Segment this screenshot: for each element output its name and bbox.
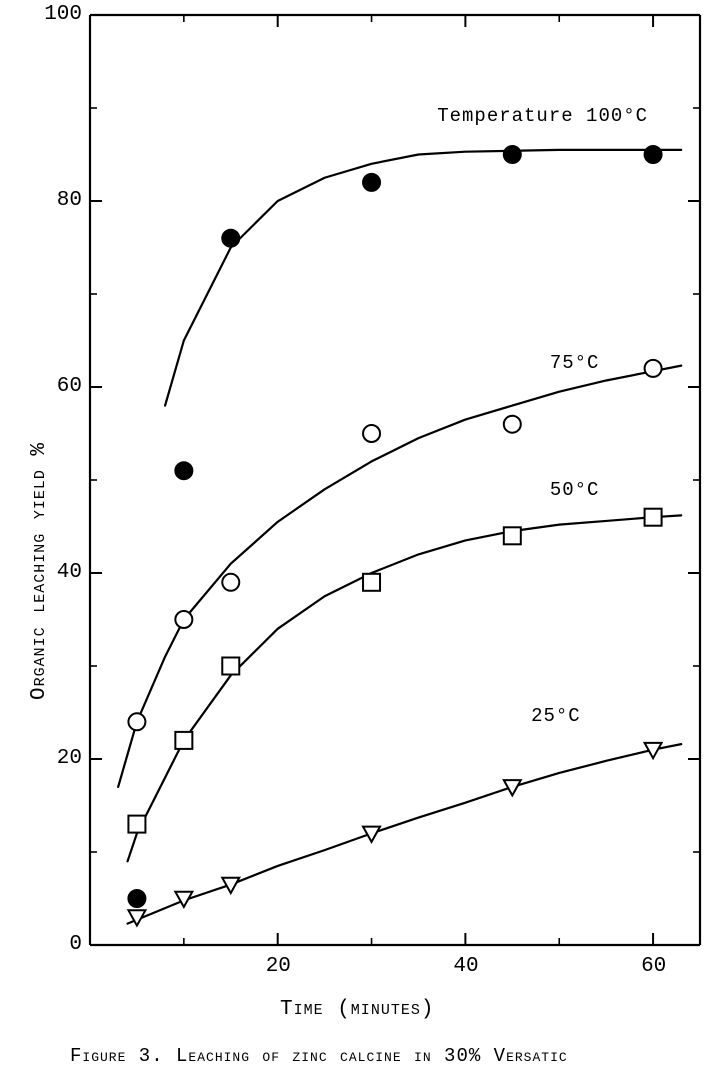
series-label-50C: 50°C <box>550 479 600 501</box>
x-tick-label: 20 <box>266 955 291 978</box>
chart-container: Organic leaching yield % Time (minutes) … <box>0 0 727 1077</box>
series-label-100C: Temperature 100°C <box>437 105 648 127</box>
y-tick-label: 0 <box>69 933 82 956</box>
figure-caption: Figure 3. Leaching of zinc calcine in 30… <box>70 1045 568 1067</box>
series-curve-50C <box>128 515 682 861</box>
series-curve-75C <box>118 366 681 787</box>
series-label-25C: 25°C <box>531 705 581 727</box>
series-curve-100C <box>165 150 681 406</box>
y-tick-label: 60 <box>57 375 82 398</box>
chart-svg <box>0 0 727 1077</box>
y-axis-label: Organic leaching yield % <box>28 442 51 700</box>
x-tick-label: 40 <box>453 955 478 978</box>
y-tick-label: 80 <box>57 189 82 212</box>
y-tick-label: 20 <box>57 747 82 770</box>
series-curve-25C <box>128 744 682 923</box>
x-tick-label: 60 <box>641 955 666 978</box>
series-label-75C: 75°C <box>550 352 600 374</box>
y-tick-label: 100 <box>44 3 82 26</box>
y-tick-label: 40 <box>57 561 82 584</box>
x-axis-label: Time (minutes) <box>280 998 434 1021</box>
